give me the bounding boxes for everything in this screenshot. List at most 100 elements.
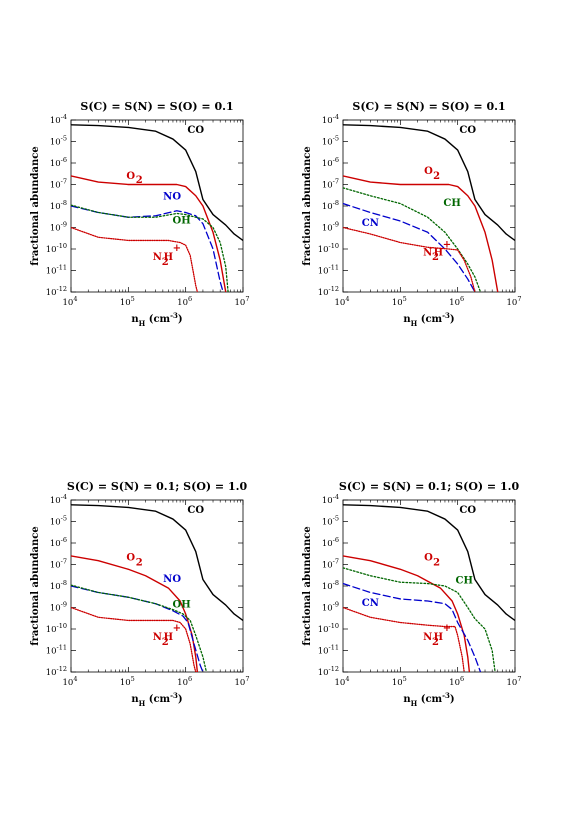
chart-title: S(C) = S(N) = S(O) = 0.1 xyxy=(352,100,505,113)
series-label-n2h-: + xyxy=(173,623,181,634)
y-tick-label: 10-12 xyxy=(46,285,67,298)
x-axis-label: nH (cm-3) xyxy=(403,691,454,708)
series-line-o2 xyxy=(71,555,199,672)
series-label-cn: CN xyxy=(362,598,379,609)
y-tick-label: 10-7 xyxy=(322,178,339,191)
series-line-oh xyxy=(71,584,208,672)
series-label-n2h-: H xyxy=(164,252,173,263)
x-tick-label: 106 xyxy=(177,295,192,308)
series-line-oh xyxy=(71,204,229,292)
series-label-n2h-: H xyxy=(434,247,443,258)
series-line-no xyxy=(71,205,224,292)
x-tick-label: 107 xyxy=(507,295,522,308)
y-tick-label: 10-9 xyxy=(50,601,67,614)
y-tick-label: 10-5 xyxy=(50,135,67,148)
y-tick-label: 10-7 xyxy=(50,558,67,571)
series-line-n2h- xyxy=(343,606,465,672)
y-tick-label: 10-11 xyxy=(46,264,67,277)
y-tick-label: 10-8 xyxy=(50,199,67,212)
series-label-n2h-: + xyxy=(443,623,451,634)
series-label-n2h-: 2 xyxy=(162,637,169,648)
plot-frame xyxy=(70,499,244,673)
x-tick-label: 106 xyxy=(449,295,464,308)
y-tick-label: 10-9 xyxy=(322,601,339,614)
series-line-n2h- xyxy=(343,226,476,292)
y-tick-label: 10-11 xyxy=(46,644,67,657)
x-tick-label: 104 xyxy=(63,295,78,308)
series-label-n2h-: 2 xyxy=(162,257,169,268)
y-tick-label: 10-4 xyxy=(322,113,339,126)
series-label-o2: O xyxy=(424,553,433,564)
series-label-n2h-: N xyxy=(423,632,432,643)
chart-panel-3: S(C) = S(N) = 0.1; S(O) = 1.0 104 105 106 10… xyxy=(30,480,249,708)
x-tick-label: 106 xyxy=(177,675,192,688)
y-tick-label: 10-6 xyxy=(50,156,67,169)
chart-title: S(C) = S(N) = S(O) = 0.1 xyxy=(80,100,233,113)
plot-frame xyxy=(342,499,516,673)
y-tick-label: 10-6 xyxy=(322,536,339,549)
x-tick-label: 107 xyxy=(235,295,250,308)
y-tick-label: 10-4 xyxy=(322,493,339,506)
series-label-co: CO xyxy=(187,125,204,136)
y-tick-label: 10-4 xyxy=(50,113,67,126)
series-label-n2h-: + xyxy=(173,243,181,254)
series-line-n2h- xyxy=(71,226,199,292)
y-tick-label: 10-6 xyxy=(322,156,339,169)
plot-frame xyxy=(342,119,516,293)
x-tick-label: 107 xyxy=(507,675,522,688)
series-label-oh: OH xyxy=(173,216,191,227)
series-label-co: CO xyxy=(459,505,476,516)
series-line-o2 xyxy=(343,175,499,292)
series-line-ch xyxy=(343,567,496,672)
y-tick-label: 10-10 xyxy=(318,622,339,635)
chart-title: S(C) = S(N) = 0.1; S(O) = 1.0 xyxy=(339,480,520,493)
chart-title: S(C) = S(N) = 0.1; S(O) = 1.0 xyxy=(67,480,248,493)
series-label-ch: CH xyxy=(443,198,460,209)
y-tick-label: 10-11 xyxy=(318,644,339,657)
series-label-cn: CN xyxy=(362,218,379,229)
series-line-co xyxy=(343,504,515,622)
series-label-co: CO xyxy=(459,125,476,136)
y-tick-label: 10-10 xyxy=(318,242,339,255)
series-label-o2: 2 xyxy=(433,557,440,568)
y-tick-label: 10-7 xyxy=(50,178,67,191)
series-label-o2: O xyxy=(126,553,135,564)
y-tick-label: 10-5 xyxy=(50,515,67,528)
y-tick-label: 10-5 xyxy=(322,515,339,528)
y-tick-label: 10-12 xyxy=(46,665,67,678)
y-tick-label: 10-10 xyxy=(46,242,67,255)
y-tick-label: 10-8 xyxy=(50,579,67,592)
series-label-n2h-: + xyxy=(443,239,451,250)
series-label-no: NO xyxy=(163,574,181,585)
y-tick-label: 10-12 xyxy=(318,285,339,298)
y-tick-label: 10-11 xyxy=(318,264,339,277)
series-label-n2h-: 2 xyxy=(432,252,439,263)
series-label-o2: O xyxy=(126,171,135,182)
y-tick-label: 10-4 xyxy=(50,493,67,506)
series-label-n2h-: H xyxy=(434,632,443,643)
series-label-o2: 2 xyxy=(433,171,440,182)
x-tick-label: 107 xyxy=(235,675,250,688)
series-label-n2h-: N xyxy=(423,247,432,258)
x-tick-label: 104 xyxy=(335,295,350,308)
series-line-cn xyxy=(343,582,482,672)
series-line-o2 xyxy=(71,175,227,292)
y-tick-label: 10-7 xyxy=(322,558,339,571)
y-axis-label: fractional abundance xyxy=(30,146,41,265)
x-tick-label: 105 xyxy=(392,675,407,688)
series-label-o2: 2 xyxy=(136,175,143,186)
series-line-ch xyxy=(343,187,482,292)
series-label-oh: OH xyxy=(173,600,191,611)
series-line-co xyxy=(71,124,243,242)
y-axis-label: fractional abundance xyxy=(302,526,313,645)
series-label-n2h-: N xyxy=(153,252,162,263)
y-axis-label: fractional abundance xyxy=(30,526,41,645)
series-line-o2 xyxy=(343,555,471,672)
series-label-o2: 2 xyxy=(136,557,143,568)
x-axis-label: nH (cm-3) xyxy=(131,311,182,328)
series-line-co xyxy=(343,124,515,242)
x-axis-label: nH (cm-3) xyxy=(131,691,182,708)
x-tick-label: 105 xyxy=(120,295,135,308)
